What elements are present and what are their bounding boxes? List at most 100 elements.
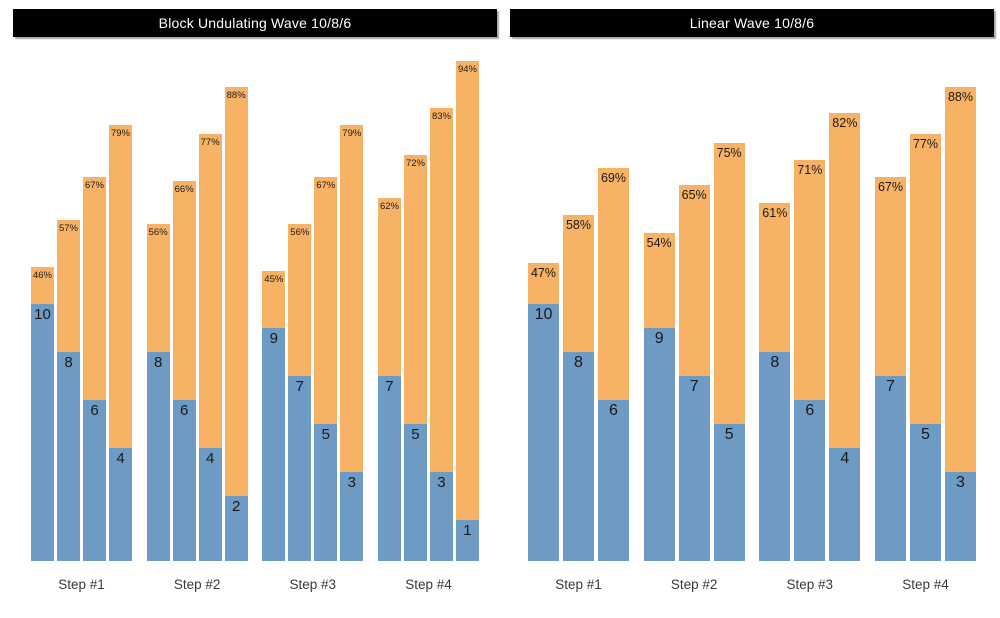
stacked-bar: 57% 8: [57, 220, 80, 561]
reps-segment: 7: [874, 376, 906, 561]
reps-count-label: 4: [205, 450, 215, 467]
stacked-bar: 58% 8: [563, 215, 594, 561]
intensity-percent-label: 65%: [681, 188, 707, 202]
intensity-segment: 47%: [528, 263, 559, 304]
reps-segment: 5: [403, 424, 427, 561]
bar-group-step-4: 67% 7 77% 5 88% 3: [874, 87, 976, 561]
reps-segment: 10: [31, 304, 54, 561]
reps-segment: 2: [224, 496, 248, 561]
intensity-segment: 67%: [83, 177, 106, 400]
reps-count-label: 7: [295, 378, 304, 395]
stacked-bar: 77% 5: [909, 134, 941, 561]
chart-title: Linear Wave 10/8/6: [510, 9, 994, 37]
stacked-bar: 62% 7: [377, 198, 401, 561]
intensity-percent-label: 94%: [457, 64, 477, 75]
category-label: Step #1: [555, 577, 602, 592]
reps-count-label: 1: [463, 522, 472, 539]
stacked-bar: 56% 8: [146, 224, 170, 561]
reps-count-label: 10: [534, 306, 553, 323]
category-label: Step #3: [289, 577, 337, 592]
reps-segment: 10: [528, 304, 559, 561]
reps-segment: 4: [109, 448, 132, 561]
stacked-bar: 88% 3: [944, 87, 976, 561]
intensity-segment: 67%: [874, 177, 906, 376]
intensity-percent-label: 71%: [797, 163, 823, 177]
reps-segment: 1: [455, 520, 479, 561]
reps-segment: 3: [429, 472, 453, 561]
reps-count-label: 9: [654, 330, 664, 347]
reps-count-label: 8: [153, 354, 163, 371]
stacked-bar: 71% 6: [794, 160, 826, 561]
intensity-segment: 62%: [377, 198, 401, 376]
stacked-bar: 75% 5: [713, 143, 745, 561]
reps-count-label: 5: [411, 426, 420, 443]
reps-count-label: 4: [116, 450, 125, 467]
intensity-percent-label: 61%: [762, 206, 788, 220]
bar-group-step-3: 61% 8 71% 6 82% 4: [759, 113, 861, 561]
reps-count-label: 3: [956, 474, 965, 491]
plot-area: 47% 10 58% 8 69% 6 54% 9 65% 7 75% 5 61% 8 71% 6 82% 4 67%…: [510, 37, 994, 561]
reps-segment: 7: [678, 376, 710, 561]
intensity-segment: 71%: [794, 160, 826, 400]
intensity-percent-label: 46%: [32, 270, 52, 281]
reps-segment: 9: [643, 328, 675, 561]
reps-count-label: 6: [90, 402, 99, 419]
intensity-percent-label: 58%: [565, 218, 592, 232]
reps-count-label: 3: [347, 474, 356, 491]
intensity-percent-label: 66%: [174, 184, 194, 195]
reps-count-label: 3: [437, 474, 446, 491]
stacked-bar: 72% 5: [403, 155, 427, 561]
stacked-bar: 56% 7: [288, 224, 312, 561]
reps-segment: 6: [172, 400, 196, 561]
intensity-segment: 88%: [224, 87, 248, 496]
stacked-bar: 79% 3: [340, 125, 364, 561]
reps-count-label: 10: [34, 306, 51, 323]
stacked-bar: 47% 10: [528, 263, 559, 561]
reps-count-label: 9: [269, 330, 278, 347]
reps-count-label: 8: [64, 354, 73, 371]
chart-panel-block-undulating: Block Undulating Wave 10/8/6 46% 10 57% 8 67…: [13, 9, 497, 618]
category-label: Step #1: [58, 577, 105, 592]
intensity-segment: 79%: [109, 125, 132, 448]
stacked-bar: 94% 1: [455, 61, 479, 561]
reps-count-label: 6: [609, 402, 618, 419]
chart-title: Block Undulating Wave 10/8/6: [13, 9, 497, 37]
intensity-percent-label: 67%: [316, 180, 336, 191]
chart-panel-linear-wave: Linear Wave 10/8/6 47% 10 58% 8 69% 6 54% 9 65% 7…: [510, 9, 994, 618]
reps-count-label: 2: [231, 498, 241, 515]
x-axis-labels: Step #1 Step #2 Step #3 Step #4: [13, 577, 497, 592]
reps-segment: 4: [829, 448, 861, 561]
intensity-segment: 67%: [314, 177, 338, 424]
reps-segment: 4: [198, 448, 222, 561]
reps-segment: 5: [909, 424, 941, 561]
intensity-percent-label: 82%: [832, 116, 858, 130]
reps-count-label: 4: [840, 450, 850, 467]
plot-area: 46% 10 57% 8 67% 6 79% 4 56% 8 66% 6 77% 4 88% 2 45% 9 56%…: [13, 37, 497, 561]
reps-segment: 6: [598, 400, 629, 561]
intensity-segment: 75%: [713, 143, 745, 424]
reps-count-label: 8: [770, 354, 780, 371]
reps-segment: 8: [146, 352, 170, 561]
reps-count-label: 7: [886, 378, 895, 395]
stacked-bar: 65% 7: [678, 185, 710, 561]
intensity-segment: 94%: [455, 61, 479, 520]
intensity-percent-label: 54%: [646, 236, 672, 250]
reps-segment: 5: [314, 424, 338, 561]
intensity-segment: 72%: [403, 155, 427, 424]
intensity-segment: 77%: [909, 134, 941, 424]
stacked-bar: 67% 6: [83, 177, 106, 561]
intensity-percent-label: 67%: [84, 180, 104, 191]
stacked-bar: 61% 8: [759, 203, 791, 561]
reps-segment: 6: [83, 400, 106, 561]
intensity-percent-label: 77%: [200, 137, 220, 148]
reps-segment: 8: [57, 352, 80, 561]
reps-count-label: 6: [805, 402, 815, 419]
stacked-bar: 77% 4: [198, 134, 222, 561]
stacked-bar: 88% 2: [224, 87, 248, 561]
reps-count-label: 6: [179, 402, 189, 419]
reps-count-label: 5: [321, 426, 330, 443]
intensity-percent-label: 79%: [342, 128, 362, 139]
reps-count-label: 5: [724, 426, 734, 443]
stacked-bar: 69% 6: [598, 168, 629, 561]
reps-count-label: 7: [689, 378, 699, 395]
